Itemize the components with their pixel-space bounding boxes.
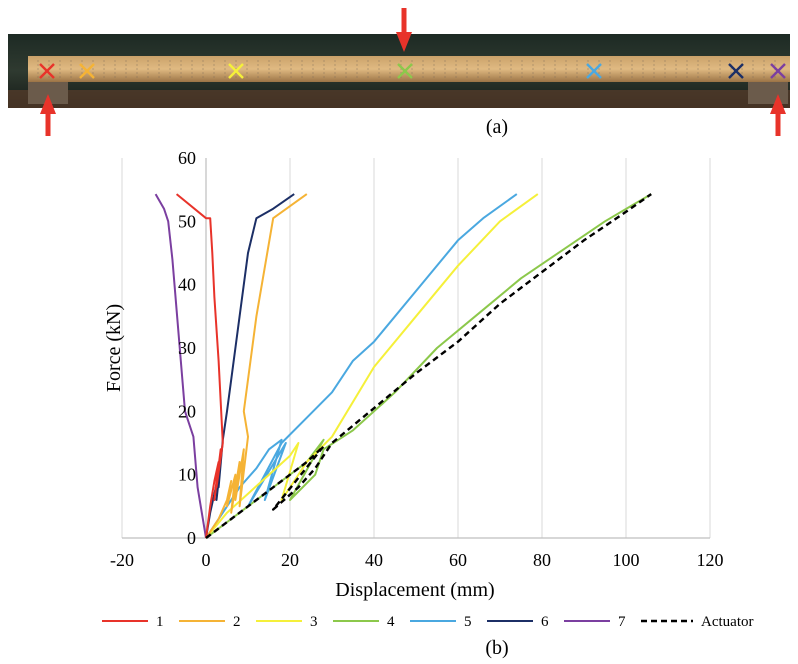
series-2-line (205, 193, 308, 539)
legend-item-4: 4 (333, 614, 395, 630)
marker-4 (397, 63, 413, 79)
caption-a: (a) (486, 116, 508, 138)
y-tick-label: 20 (178, 401, 196, 421)
x-tick-label: -20 (110, 550, 134, 570)
lvdt-markers (39, 63, 786, 79)
legend-item-3: 3 (256, 614, 318, 630)
load-arrows (40, 8, 786, 136)
marker-7 (770, 63, 786, 79)
x-tick-label: 20 (281, 550, 299, 570)
legend-label: 4 (387, 614, 395, 630)
x-tick-label: 0 (202, 550, 211, 570)
y-tick-label: 30 (178, 338, 196, 358)
legend-label: 5 (464, 614, 472, 630)
legend-item-actuator: Actuator (641, 614, 753, 630)
gridlines (121, 158, 711, 538)
beam-grain-pattern (37, 60, 776, 78)
legend-label: 2 (233, 614, 241, 630)
y-tick-label: 0 (187, 528, 196, 548)
legend-label: Actuator (701, 614, 753, 630)
marker-3 (228, 63, 244, 79)
legend-label: 7 (618, 614, 626, 630)
y-tick-label: 40 (178, 275, 196, 295)
top-load-arrow (396, 8, 412, 52)
x-tick-label: 80 (533, 550, 551, 570)
x-tick-label: 60 (449, 550, 467, 570)
legend-label: 6 (541, 614, 549, 630)
series-actuator-line (205, 193, 652, 539)
legend-label: 1 (156, 614, 164, 630)
x-tick-label: 100 (613, 550, 640, 570)
caption-b: (b) (485, 637, 508, 659)
tick-labels: -20 0 20 40 60 80 100 120 0 10 20 30 40 50 60 (110, 148, 724, 570)
legend-item-1: 1 (102, 614, 164, 630)
legend: 1 2 3 4 5 6 7 Actuator (102, 614, 753, 630)
legend-item-6: 6 (487, 614, 549, 630)
legend-item-2: 2 (179, 614, 241, 630)
left-support (28, 82, 68, 104)
right-support-arrow (770, 94, 786, 136)
series-5-line (205, 193, 518, 539)
series-layer (154, 193, 652, 539)
glulam-beam (28, 56, 790, 82)
y-axis-label: Force (kN) (103, 304, 125, 392)
legend-item-7: 7 (564, 614, 626, 630)
marker-2 (79, 63, 95, 79)
x-tick-label: 40 (365, 550, 383, 570)
marker-5 (586, 63, 602, 79)
x-axis-label: Displacement (mm) (335, 579, 494, 601)
series-1-line (175, 193, 224, 539)
left-support-arrow (40, 94, 56, 136)
axes (122, 158, 710, 539)
y-tick-label: 60 (178, 148, 196, 168)
specimen-photo (8, 34, 790, 108)
y-tick-label: 10 (178, 465, 196, 485)
legend-label: 3 (310, 614, 318, 630)
marker-1 (39, 63, 55, 79)
x-tick-label: 120 (697, 550, 724, 570)
floor (8, 90, 790, 108)
specimen-photo-drawing (8, 34, 790, 108)
series-3-line (205, 193, 539, 539)
series-7-line (154, 193, 207, 539)
y-tick-label: 50 (178, 211, 196, 231)
marker-6 (728, 63, 744, 79)
legend-item-5: 5 (410, 614, 472, 630)
